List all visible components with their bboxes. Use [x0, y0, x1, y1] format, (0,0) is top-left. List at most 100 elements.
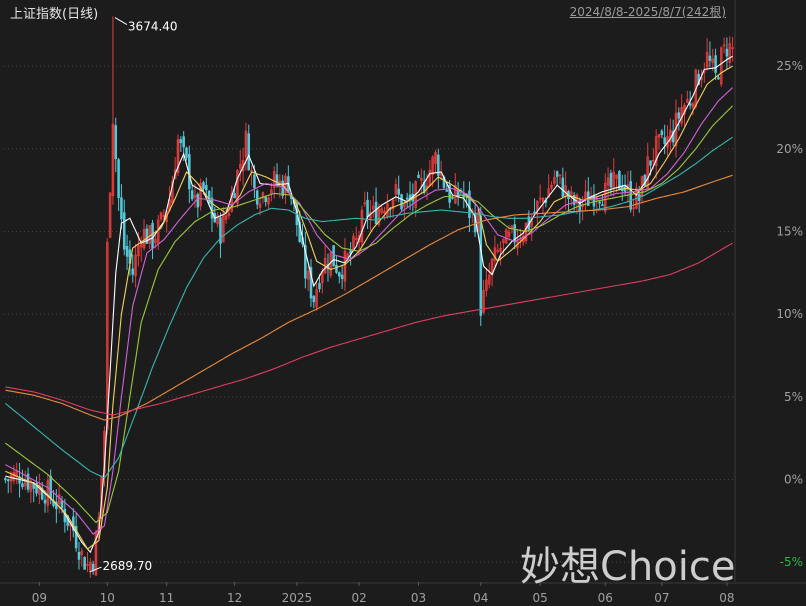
candle-body [454, 184, 457, 204]
candle-body [570, 191, 573, 195]
candle-body [663, 137, 666, 144]
candle-body [142, 228, 146, 249]
y-tick-label: 25% [776, 59, 803, 73]
candle-body [261, 192, 265, 199]
candle-body [258, 203, 262, 208]
candle-body [114, 125, 118, 160]
candle-body [332, 245, 335, 267]
candle-body [207, 190, 211, 205]
candle-body [122, 212, 126, 250]
candle-body [632, 207, 635, 210]
candle-body [247, 133, 251, 171]
candle-body [380, 208, 384, 213]
date-range-link[interactable]: 2024/8/8-2025/8/7(242根) [569, 5, 726, 19]
x-tick-label: 02 [351, 591, 366, 605]
candle-body [448, 184, 451, 203]
candle-body [504, 229, 508, 244]
candle-body [340, 274, 344, 280]
candle-body [629, 181, 633, 210]
candle-body [357, 235, 361, 243]
annotation-layer: 3674.40 2689.70 [89, 17, 178, 573]
candle-body [437, 154, 440, 176]
candle-body [57, 494, 61, 505]
x-tick-label: 03 [411, 591, 426, 605]
y-tick-label: 10% [776, 307, 803, 321]
candle-body [154, 238, 157, 244]
candle-body [125, 246, 129, 257]
candle-body [275, 174, 279, 185]
ma30-line [5, 105, 733, 524]
candle-body [86, 564, 89, 566]
candle-body [185, 147, 188, 158]
candle-body [182, 136, 185, 148]
candle-body [708, 55, 712, 61]
candle-body [309, 267, 313, 299]
candle-body [669, 129, 672, 143]
candle-body [691, 103, 695, 108]
candle-body [196, 194, 200, 208]
candle-body [366, 199, 369, 218]
candle-body [236, 170, 239, 204]
candle-body [405, 197, 409, 200]
x-tick-label: 04 [473, 591, 488, 605]
candle-body [728, 43, 732, 64]
candle-body [660, 130, 664, 136]
candle-body [553, 177, 556, 184]
candle-body [6, 479, 10, 482]
candle-body [714, 55, 717, 73]
low-label: 2689.70 [102, 559, 152, 573]
candle-body [176, 139, 180, 174]
candle-body [35, 482, 38, 494]
candle-body [134, 254, 137, 277]
candle-body [377, 208, 381, 225]
ma250-line [5, 242, 733, 416]
candle-body [360, 209, 364, 243]
y-tick-label: 15% [776, 224, 803, 238]
chart-title: 上证指数(日线) [10, 7, 99, 22]
candle-body [205, 185, 208, 191]
candle-body [80, 550, 84, 555]
candle-body [4, 478, 7, 481]
candle-body [60, 500, 64, 509]
candle-body [558, 174, 562, 177]
candle-body [210, 197, 214, 219]
candle-body [298, 221, 301, 243]
candle-body [354, 238, 358, 240]
candle-body [346, 253, 350, 258]
candle-body [304, 245, 307, 279]
candle-body [538, 197, 542, 200]
candle-body [306, 270, 310, 280]
candle-body [550, 184, 553, 189]
x-tick-label: 08 [719, 591, 734, 605]
candle-body [686, 99, 689, 103]
candle-body [219, 217, 222, 244]
candle-body [371, 205, 375, 210]
candle-body [363, 202, 367, 205]
y-tick-label: 0% [784, 472, 803, 486]
candle-body [190, 190, 194, 200]
candle-body [91, 563, 95, 571]
candle-body [77, 551, 81, 560]
candle-body [598, 201, 601, 204]
candle-body [173, 169, 177, 180]
ma120-line [5, 174, 733, 421]
candle-body [343, 250, 347, 282]
candle-body [496, 249, 500, 252]
candle-body [502, 238, 505, 243]
candle-body [120, 197, 123, 220]
x-tick-label: 07 [654, 591, 669, 605]
axis-layer: 25% 20% 15% 10% 5% 0% -5% 09 10 11 12 2025 02 03 04 05 0… [32, 59, 803, 605]
candle-body [722, 44, 726, 47]
candle-body [383, 210, 386, 214]
candle-body [649, 160, 652, 166]
x-tick-label: 10 [100, 591, 115, 605]
low-arrow [89, 566, 102, 573]
candle-body [425, 185, 429, 189]
candle-body [654, 136, 658, 166]
candle-body [394, 184, 398, 195]
candle-body [270, 189, 273, 195]
candle-body [352, 235, 355, 250]
candle-body [338, 272, 341, 277]
